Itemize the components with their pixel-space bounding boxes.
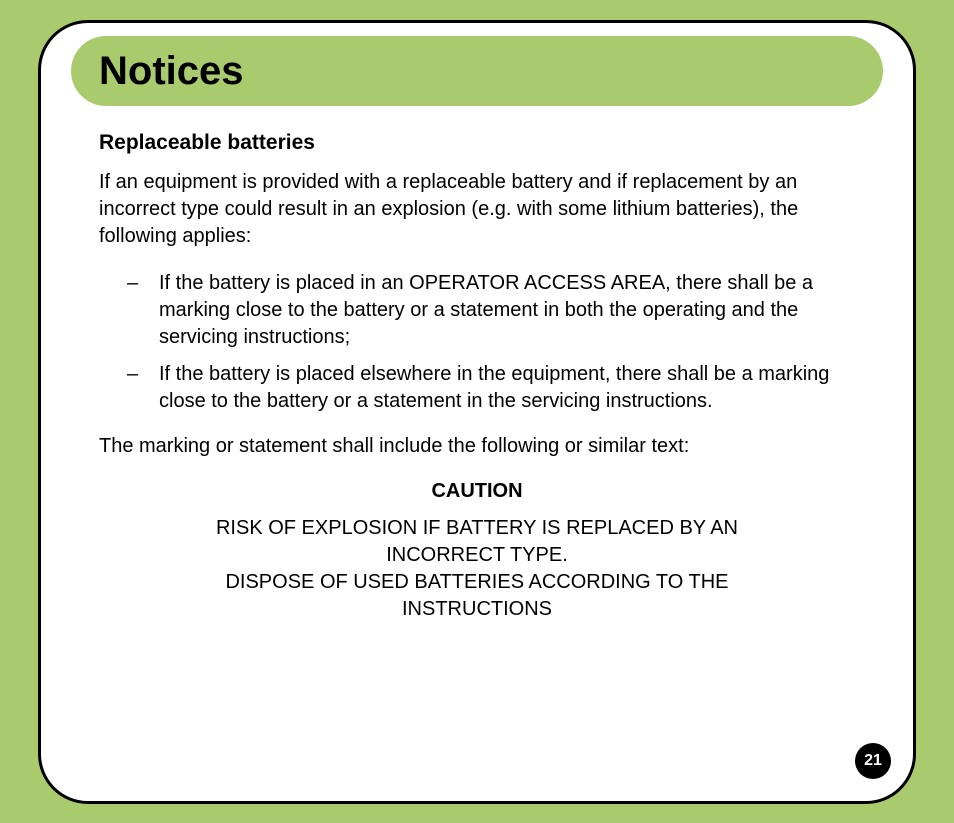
intro-paragraph: If an equipment is provided with a repla… xyxy=(99,169,855,250)
caution-line-1: RISK OF EXPLOSION IF BATTERY IS REPLACED… xyxy=(216,517,738,566)
section-heading: Replaceable batteries xyxy=(99,131,855,155)
closing-paragraph: The marking or statement shall include t… xyxy=(99,433,855,460)
page-number-badge: 21 xyxy=(855,743,891,779)
page-title: Notices xyxy=(99,49,244,94)
caution-label: CAUTION xyxy=(99,480,855,503)
page-number: 21 xyxy=(864,752,882,770)
title-bar: Notices xyxy=(71,36,883,106)
list-item: If the battery is placed elsewhere in th… xyxy=(99,361,855,415)
list-item: If the battery is placed in an OPERATOR … xyxy=(99,270,855,351)
bullet-list: If the battery is placed in an OPERATOR … xyxy=(99,270,855,415)
page-card: Notices Replaceable batteries If an equi… xyxy=(38,20,916,804)
caution-body: RISK OF EXPLOSION IF BATTERY IS REPLACED… xyxy=(197,515,757,623)
content-region: Replaceable batteries If an equipment is… xyxy=(99,131,855,623)
caution-line-2: DISPOSE OF USED BATTERIES ACCORDING TO T… xyxy=(225,571,728,620)
caution-block: CAUTION RISK OF EXPLOSION IF BATTERY IS … xyxy=(99,480,855,623)
